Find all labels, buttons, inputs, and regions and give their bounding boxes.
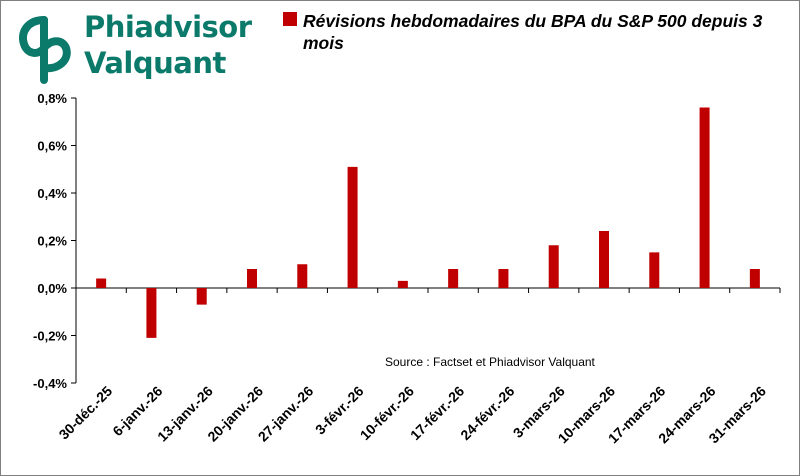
bar (297, 264, 308, 288)
phiadvisor-logo-icon (19, 16, 71, 84)
x-tick-label: 24-févr.-26 (457, 383, 517, 443)
bar (498, 269, 509, 288)
x-tick-label: 30-déc.-25 (56, 383, 116, 443)
bar (196, 288, 207, 305)
chart-title: Révisions hebdomadaires du BPA du S&P 50… (303, 11, 763, 53)
bar (649, 252, 660, 288)
bar (96, 278, 107, 288)
y-tick-label: 0,8% (37, 91, 67, 106)
y-tick-label: -0,2% (33, 329, 67, 344)
bar (699, 107, 710, 288)
y-tick-label: 0,0% (37, 281, 67, 296)
bar (247, 269, 257, 288)
bar (448, 269, 459, 288)
y-tick-label: 0,2% (37, 234, 67, 249)
bar (749, 269, 760, 288)
logo-text-phiadvisor: Phiadvisor (84, 10, 252, 44)
legend-swatch (283, 12, 297, 26)
bar (397, 280, 408, 288)
phiadvisor-logo: Phiadvisor Valquant (10, 8, 260, 88)
bar (347, 166, 358, 288)
bar (599, 231, 609, 288)
y-tick-label: 0,4% (37, 186, 67, 201)
bar (146, 288, 157, 338)
source-annotation: Source : Factset et Phiadvisor Valquant (385, 355, 596, 369)
y-tick-label: 0,6% (37, 139, 67, 154)
bar (548, 245, 559, 288)
logo-text-valquant: Valquant (84, 46, 226, 80)
y-tick-label: -0,4% (33, 376, 67, 391)
